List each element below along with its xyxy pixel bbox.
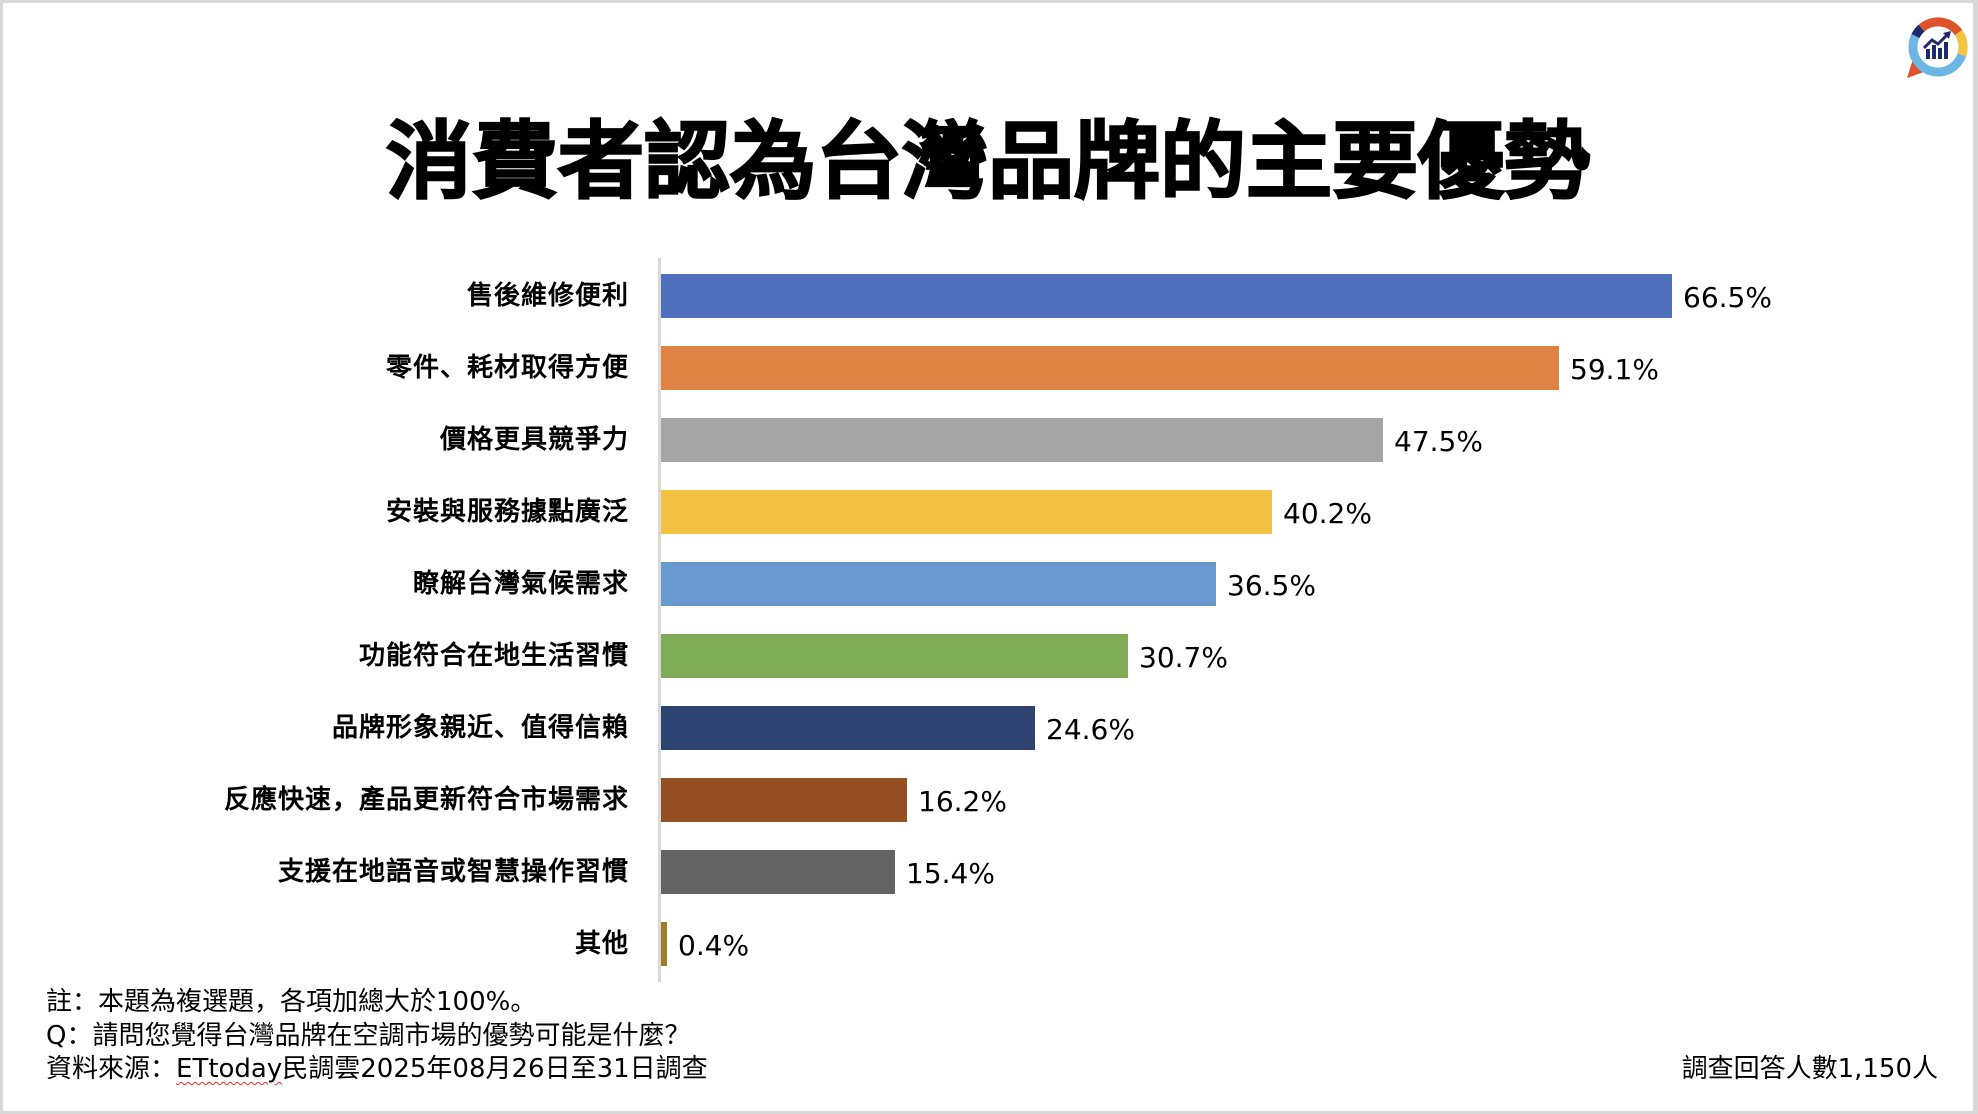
bar-row: 售後維修便利 66.5% (0, 274, 1978, 318)
category-label: 其他 (574, 929, 629, 959)
category-label: 功能符合在地生活習慣 (358, 641, 629, 671)
value-label: 15.4% (906, 857, 995, 890)
bar (661, 706, 1035, 750)
category-label: 售後維修便利 (466, 281, 629, 311)
bar (661, 346, 1559, 390)
bar (661, 778, 907, 822)
category-label: 品牌形象親近、值得信賴 (331, 713, 629, 743)
bar (661, 418, 1383, 462)
chart-title: 消費者認為台灣品牌的主要優勢 (385, 112, 1591, 212)
value-label: 16.2% (918, 785, 1007, 818)
category-axis-line (658, 258, 661, 982)
value-label: 0.4% (678, 929, 750, 962)
sample-size-note: 調查回答人數1,150人 (1681, 1054, 1938, 1084)
value-label: 36.5% (1227, 569, 1316, 602)
value-label: 66.5% (1683, 281, 1772, 314)
category-label: 瞭解台灣氣候需求 (412, 569, 629, 599)
value-label: 30.7% (1139, 641, 1228, 674)
category-label: 支援在地語音或智慧操作習慣 (277, 857, 629, 887)
footnotes: 註：本題為複選題，各項加總大於100%。 Q：請問您覺得台灣品牌在空調市場的優勢… (46, 986, 708, 1087)
source-brand: ETtoday (176, 1054, 283, 1084)
category-label: 安裝與服務據點廣泛 (385, 497, 629, 527)
bar (661, 634, 1128, 678)
footnote-source: 資料來源：ETtoday民調雲2025年08月26日至31日調查 (46, 1053, 708, 1087)
bar (661, 274, 1672, 318)
category-label: 零件、耗材取得方便 (385, 353, 629, 383)
category-label: 反應快速，產品更新符合市場需求 (223, 785, 629, 815)
source-suffix: 民調雲2025年08月26日至31日調查 (282, 1054, 708, 1084)
value-label: 24.6% (1046, 713, 1135, 746)
bar (661, 922, 667, 966)
value-label: 47.5% (1394, 425, 1483, 458)
footnote-question: Q：請問您覺得台灣品牌在空調市場的優勢可能是什麼？ (46, 1020, 691, 1051)
source-prefix: 資料來源： (46, 1054, 177, 1084)
poll-cloud-chart-logo-icon (1907, 17, 1968, 78)
bar-row: 支援在地語音或智慧操作習慣 15.4% (0, 850, 1978, 894)
bar (661, 490, 1272, 534)
bar-row: 反應快速，產品更新符合市場需求 16.2% (0, 778, 1978, 822)
bar-row: 品牌形象親近、值得信賴 24.6% (0, 706, 1978, 750)
bar-row: 零件、耗材取得方便 59.1% (0, 346, 1978, 390)
bar-row: 功能符合在地生活習慣 30.7% (0, 634, 1978, 678)
bar-row: 價格更具競爭力 47.5% (0, 418, 1978, 462)
chart-slide (3, 3, 1973, 1111)
bar-row: 安裝與服務據點廣泛 40.2% (0, 490, 1978, 534)
bar (661, 850, 895, 894)
bar-row: 其他 0.4% (0, 922, 1978, 966)
value-label: 59.1% (1570, 353, 1659, 386)
value-label: 40.2% (1283, 497, 1372, 530)
bar (661, 562, 1216, 606)
footnote-multiple-choice: 註：本題為複選題，各項加總大於100%。 (46, 987, 537, 1017)
category-label: 價格更具競爭力 (439, 425, 629, 455)
bar-row: 瞭解台灣氣候需求 36.5% (0, 562, 1978, 606)
